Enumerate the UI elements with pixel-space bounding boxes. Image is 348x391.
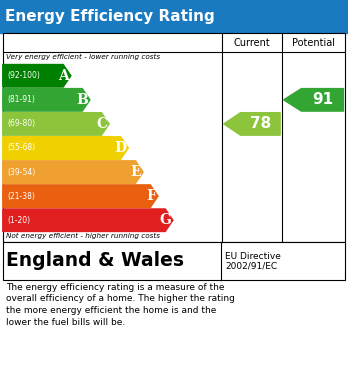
Text: Energy Efficiency Rating: Energy Efficiency Rating: [5, 9, 215, 24]
Text: (39-54): (39-54): [7, 168, 35, 177]
Text: (81-91): (81-91): [7, 95, 35, 104]
Text: 78: 78: [250, 117, 271, 131]
Text: F: F: [146, 189, 156, 203]
Text: Current: Current: [234, 38, 270, 48]
Polygon shape: [3, 185, 158, 207]
Text: D: D: [114, 141, 126, 155]
Text: Potential: Potential: [292, 38, 335, 48]
Text: (55-68): (55-68): [7, 143, 35, 152]
Text: The energy efficiency rating is a measure of the
overall efficiency of a home. T: The energy efficiency rating is a measur…: [6, 283, 235, 327]
Text: (21-38): (21-38): [7, 192, 35, 201]
Polygon shape: [3, 65, 71, 87]
Polygon shape: [3, 209, 173, 231]
Text: (1-20): (1-20): [7, 216, 30, 225]
Polygon shape: [284, 89, 343, 111]
Text: Very energy efficient - lower running costs: Very energy efficient - lower running co…: [6, 54, 160, 60]
Text: 2002/91/EC: 2002/91/EC: [225, 261, 277, 270]
Text: Not energy efficient - higher running costs: Not energy efficient - higher running co…: [6, 233, 160, 239]
Text: (69-80): (69-80): [7, 119, 35, 128]
Text: (92-100): (92-100): [7, 71, 40, 80]
Text: England & Wales: England & Wales: [6, 251, 184, 271]
Text: A: A: [58, 69, 69, 83]
Bar: [3, 33, 345, 242]
Polygon shape: [3, 161, 143, 183]
Text: 91: 91: [312, 92, 333, 108]
Bar: [0, 0, 348, 33]
Polygon shape: [3, 89, 90, 111]
Text: EU Directive: EU Directive: [225, 252, 281, 261]
Polygon shape: [3, 137, 128, 159]
Text: G: G: [159, 213, 171, 227]
Polygon shape: [3, 113, 109, 135]
Text: B: B: [76, 93, 88, 107]
Polygon shape: [224, 113, 280, 135]
Bar: [3, 242, 345, 280]
Text: E: E: [130, 165, 141, 179]
Text: C: C: [96, 117, 107, 131]
